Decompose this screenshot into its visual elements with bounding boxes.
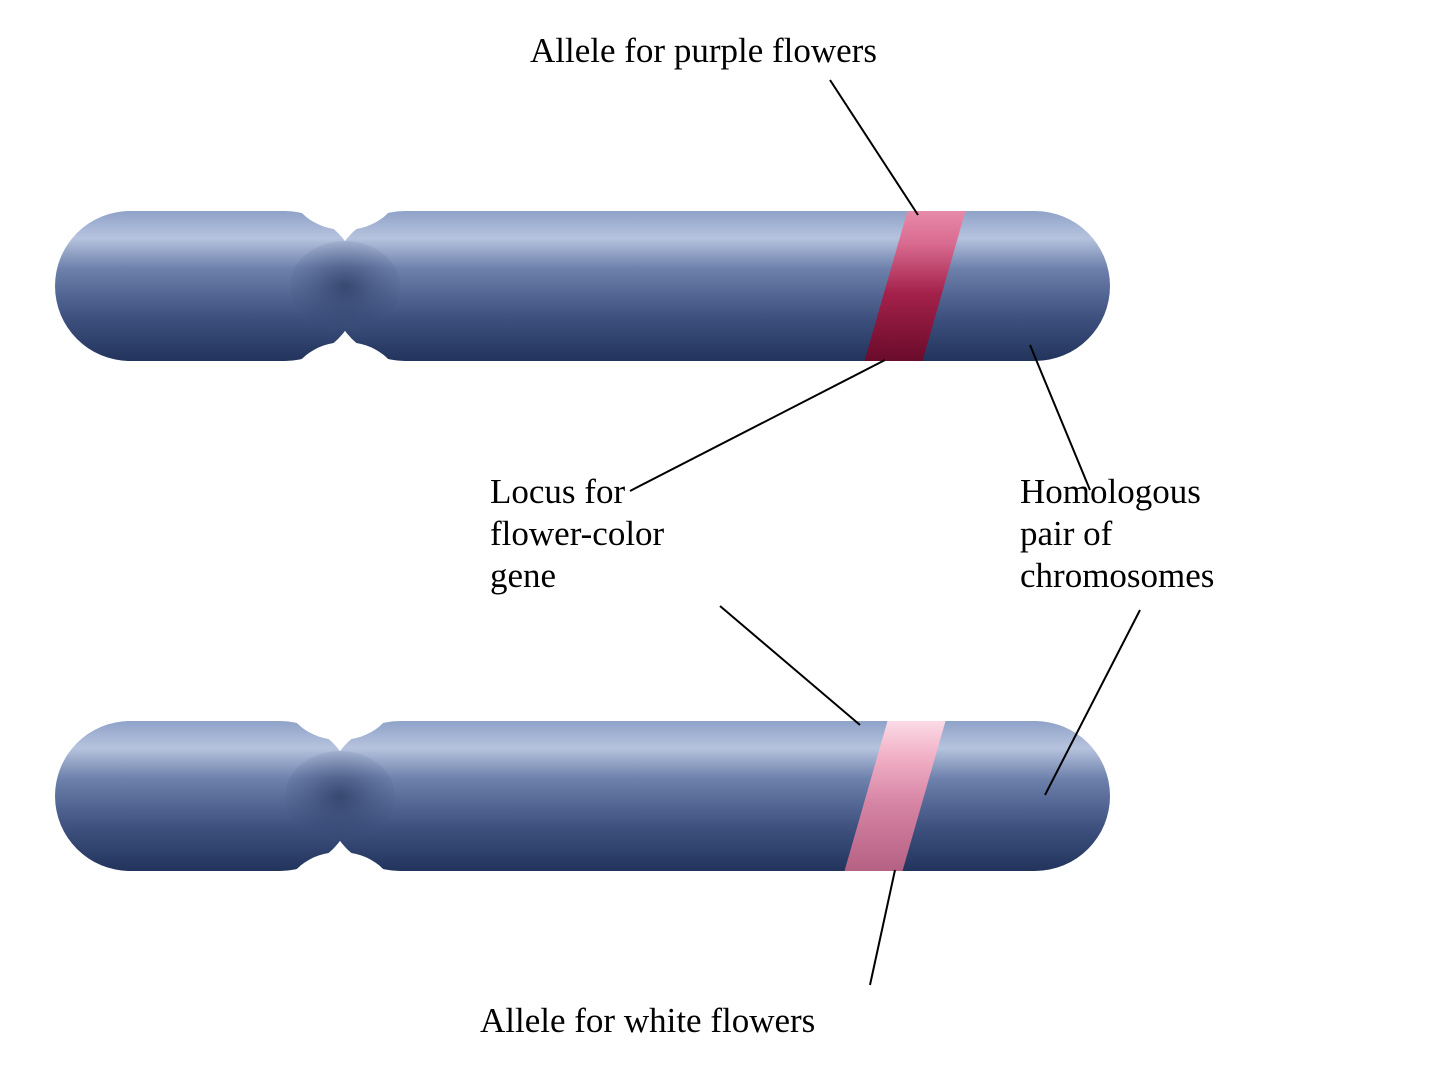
label-allele-purple: Allele for purple flowers [530,30,877,72]
diagram-svg [0,0,1440,1080]
label-locus: Locus for flower-color gene [490,471,664,597]
leader-allele-purple [830,80,918,215]
diagram-stage: Allele for purple flowers Locus for flow… [0,0,1440,1080]
label-allele-white: Allele for white flowers [480,1000,815,1042]
label-homologous: Homologous pair of chromosomes [1020,471,1214,597]
leader-homologous-bottom [1045,610,1140,795]
allele-white-band [844,721,945,871]
leader-allele-white [870,870,895,985]
leader-locus-bottom [720,606,860,725]
allele-purple-band [864,211,965,361]
leader-locus-top [630,360,885,491]
chromosome-bottom [55,650,1110,942]
chromosome-top [55,140,1110,432]
leader-homologous-top [1030,345,1090,490]
